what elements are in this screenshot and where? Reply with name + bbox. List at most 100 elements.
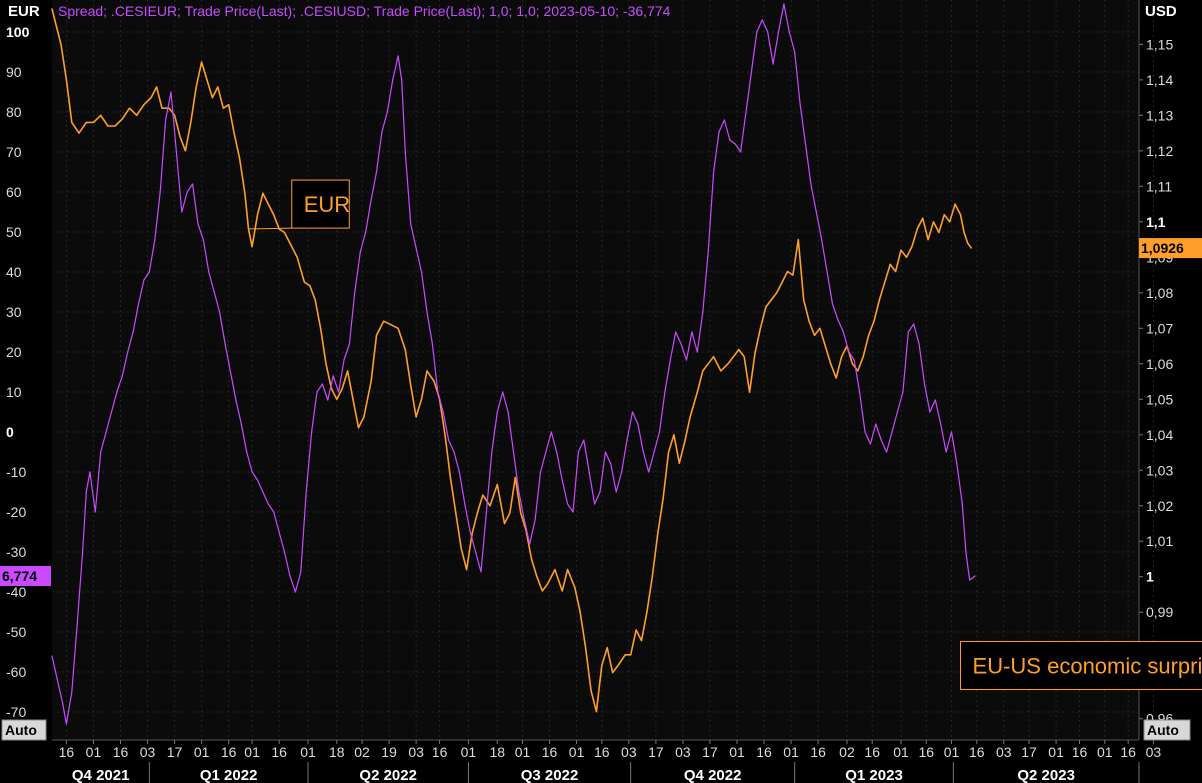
- series-point-spread: [815, 211, 817, 213]
- series-point-eur: [873, 320, 875, 322]
- series-point-eur: [107, 125, 109, 127]
- series-point-spread: [896, 411, 899, 413]
- x-tick-label: 16: [271, 744, 287, 760]
- series-point-eur: [415, 416, 417, 418]
- left-tick-label: -30: [6, 544, 26, 560]
- series-point-eur: [743, 356, 745, 358]
- series-point-spread: [950, 431, 953, 433]
- series-point-eur: [678, 462, 680, 464]
- x-tick-label: 16: [1072, 744, 1088, 760]
- right-tick-label: 1,15: [1146, 36, 1173, 52]
- series-point-spread: [691, 331, 693, 333]
- series-point-spread: [251, 471, 253, 473]
- series-point-eur: [314, 299, 316, 301]
- series-point-spread: [761, 19, 763, 21]
- series-point-eur: [878, 299, 881, 301]
- series-point-spread: [62, 703, 64, 705]
- series-point-eur: [303, 281, 305, 283]
- series-point-spread: [426, 311, 428, 313]
- series-point-eur: [173, 114, 176, 116]
- x-tick-label: 03: [140, 744, 156, 760]
- series-point-eur: [410, 384, 412, 386]
- x-tick-label: 01: [515, 744, 531, 760]
- series-point-eur: [868, 334, 870, 336]
- series-point-spread: [85, 491, 87, 493]
- x-tick-label: 01: [1048, 744, 1064, 760]
- series-point-eur: [60, 43, 62, 45]
- series-point-eur: [938, 231, 940, 234]
- series-point-eur: [466, 569, 468, 571]
- series-point-spread: [370, 199, 372, 201]
- series-point-eur: [433, 380, 435, 383]
- series-point-eur: [476, 512, 479, 514]
- quarter-label: Q4 2021: [72, 767, 130, 783]
- series-point-spread: [469, 531, 471, 533]
- series-point-eur: [357, 427, 360, 429]
- x-tick-label: 16: [594, 744, 610, 760]
- series-point-spread: [577, 451, 579, 453]
- series-point-eur: [792, 274, 794, 276]
- right-auto-label[interactable]: Auto: [1147, 722, 1179, 738]
- series-point-spread: [51, 655, 53, 657]
- series-point-spread: [159, 191, 161, 193]
- series-point-spread: [799, 103, 801, 105]
- series-point-spread: [831, 303, 834, 305]
- series-point-eur: [267, 203, 269, 205]
- series-point-spread: [89, 471, 91, 473]
- right-auto-button-box[interactable]: [1143, 719, 1191, 741]
- series-point-eur: [584, 647, 587, 649]
- left-auto-label[interactable]: Auto: [5, 722, 37, 738]
- series-point-eur: [707, 363, 709, 365]
- left-auto-button-box[interactable]: [1, 719, 47, 741]
- series-point-spread: [224, 343, 226, 345]
- left-tick-label: 60: [6, 184, 22, 200]
- annotation-text: EUR: [304, 192, 350, 217]
- series-point-spread: [105, 431, 107, 433]
- series-point-spread: [745, 111, 747, 113]
- series-point-eur: [530, 558, 533, 560]
- x-tick-label: 17: [702, 744, 718, 760]
- left-last-value-flag-box: [0, 566, 51, 586]
- series-point-eur: [514, 476, 516, 478]
- series-point-spread: [848, 351, 850, 353]
- series-point-eur: [520, 512, 522, 514]
- series-point-eur: [238, 157, 241, 159]
- right-tick-label: 1,11: [1146, 178, 1172, 194]
- series-point-spread: [283, 551, 286, 553]
- series-point-eur: [78, 132, 80, 134]
- series-point-eur: [404, 348, 406, 351]
- series-point-spread: [316, 391, 318, 393]
- series-point-eur: [330, 388, 333, 390]
- series-point-spread: [712, 171, 715, 173]
- series-point-spread: [192, 183, 194, 185]
- left-auto-button[interactable]: Auto: [1, 719, 47, 741]
- x-tick-label: 19: [381, 744, 397, 760]
- gridlines: [52, 0, 1154, 740]
- series-point-spread: [338, 391, 340, 393]
- right-tick-label: 1,05: [1146, 391, 1173, 407]
- series-point-spread: [918, 343, 920, 345]
- series-point-spread: [262, 491, 264, 493]
- series-point-eur: [65, 79, 68, 81]
- series-point-spread: [556, 451, 558, 453]
- series-point-spread: [750, 71, 753, 73]
- series-point-eur: [970, 247, 972, 249]
- series-point-spread: [891, 431, 893, 433]
- right-auto-button[interactable]: Auto: [1143, 719, 1191, 741]
- series-point-eur: [336, 398, 338, 400]
- x-tick-label: 01: [893, 744, 909, 760]
- series-point-eur: [489, 505, 491, 507]
- series-point-spread: [202, 239, 205, 241]
- x-tick-label: 17: [167, 744, 183, 760]
- series-point-eur: [776, 292, 778, 294]
- series-point-eur: [273, 214, 275, 216]
- series-point-spread: [512, 451, 515, 453]
- series-point-spread: [94, 511, 96, 513]
- series-point-spread: [707, 251, 709, 253]
- series-point-eur: [732, 356, 735, 358]
- series-point-spread: [381, 131, 383, 133]
- chart-header: Spread; .CESIEUR; Trade Price(Last); .CE…: [58, 3, 671, 19]
- series-point-spread: [327, 399, 329, 401]
- series-point-spread: [968, 579, 971, 581]
- series-point-eur: [702, 370, 704, 372]
